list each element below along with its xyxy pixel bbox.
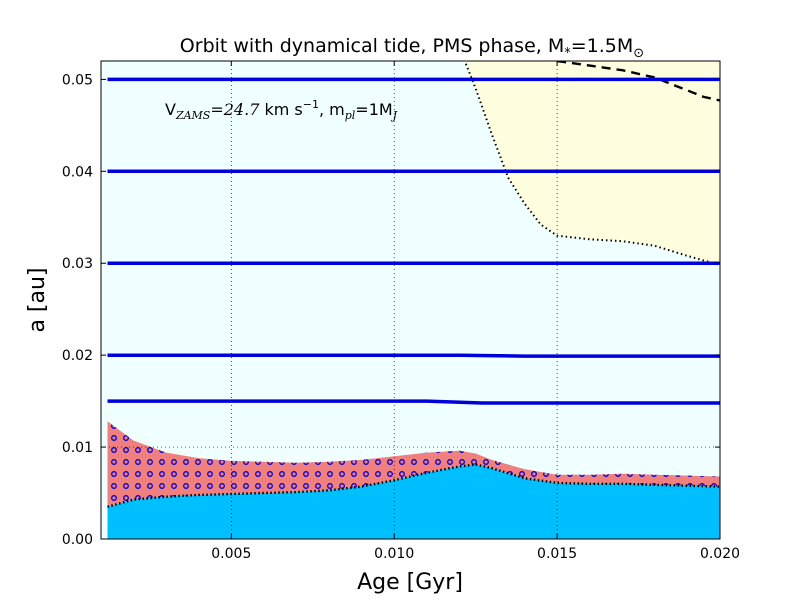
pink-region-circles — [107, 421, 720, 507]
chart-title: Orbit with dynamical tide, PMS phase, M*… — [180, 35, 644, 61]
yellow-region — [465, 61, 720, 266]
y-axis-label: a [au] — [25, 267, 50, 332]
y-tick-label-2: 0.02 — [62, 348, 93, 364]
plot-frame — [100, 60, 721, 540]
x-tick-label-2: 0.015 — [537, 546, 577, 562]
y-tick-label-0: 0.00 — [62, 532, 93, 548]
x-axis-label: Age [Gyr] — [357, 570, 463, 595]
orbit-line-3 — [107, 353, 720, 358]
y-tick-label-3: 0.03 — [62, 256, 93, 272]
y-tick-label-1: 0.01 — [62, 440, 93, 456]
annotation-text: VZAMS=24.7 km s−1, mpl=1MJ — [165, 98, 398, 122]
x-tick-label-0: 0.005 — [211, 546, 251, 562]
corotation-dotted-line — [464, 63, 720, 267]
orbit-line-4 — [107, 399, 720, 405]
x-tick-label-1: 0.010 — [374, 546, 414, 562]
y-tick-label-4: 0.04 — [62, 164, 93, 180]
y-tick-label-5: 0.05 — [62, 72, 93, 88]
x-tick-label-3: 0.020 — [700, 546, 740, 562]
star-radius-region — [107, 464, 720, 539]
